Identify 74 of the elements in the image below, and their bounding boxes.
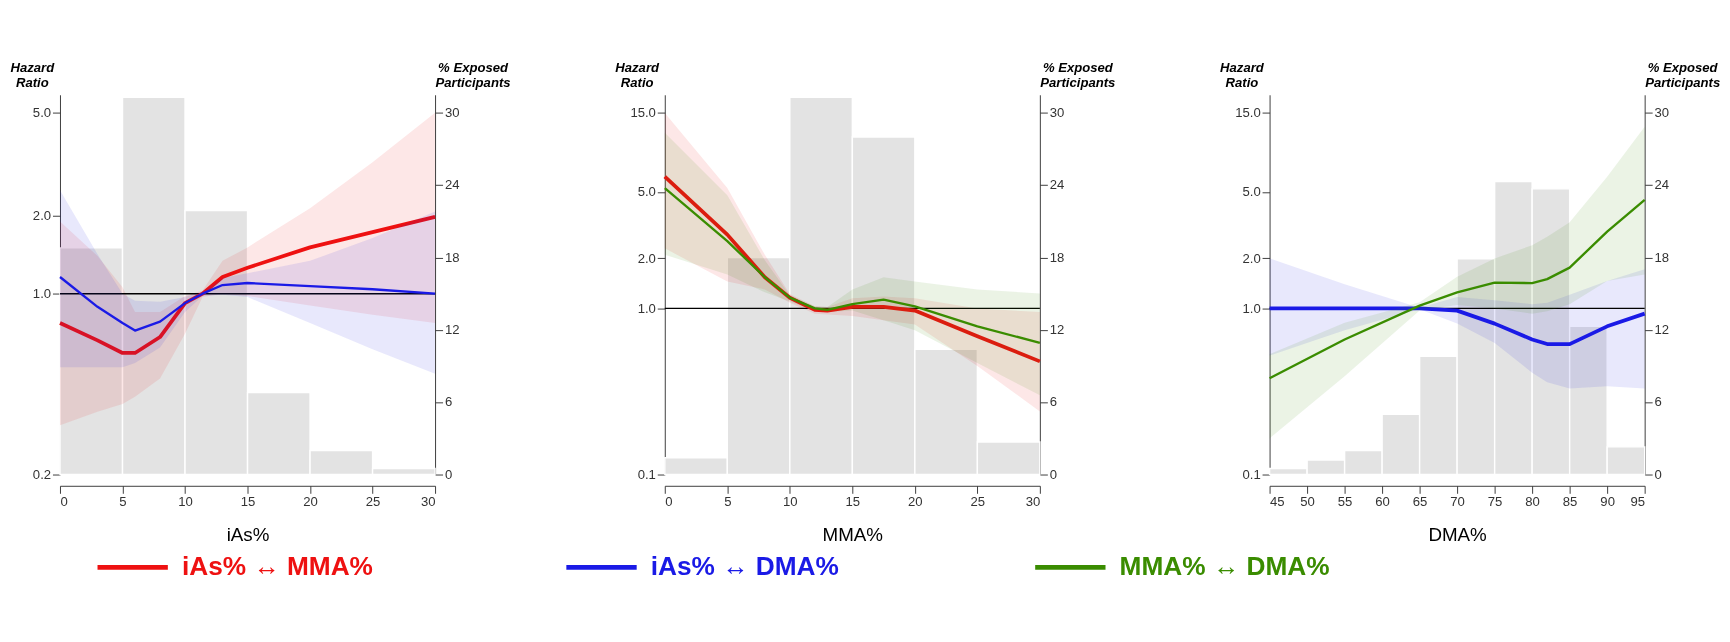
y2-tick-label: 24: [444, 177, 460, 193]
y2-tick-label: 30: [1654, 105, 1670, 121]
legend-label: iAs% ↔ DMA%: [650, 550, 839, 581]
x-tick-label: 65: [1412, 493, 1428, 509]
x-tick-label: 10: [178, 493, 193, 509]
y-axis-title: Hazard Ratio: [1220, 59, 1265, 90]
legend-label: MMA% ↔ DMA%: [1119, 550, 1330, 581]
y2-tick-label: 24: [1654, 177, 1670, 193]
y-tick-label: 5.0: [637, 184, 656, 200]
line-series: [1267, 306, 1647, 346]
x-tick-label: 20: [303, 493, 318, 509]
y-tick-label: 0.2: [32, 466, 52, 482]
y2-tick-label: 0: [1049, 466, 1058, 482]
x-axis-title: DMA%: [1428, 523, 1487, 545]
y-tick-label: 1.0: [637, 300, 656, 316]
x-tick-label: 85: [1562, 493, 1578, 509]
x-tick-label: 30: [420, 493, 436, 509]
x-tick-label: 45: [1270, 493, 1285, 509]
x-tick-label: 95: [1630, 493, 1646, 509]
x-tick-label: 70: [1450, 493, 1465, 509]
line-series: [1268, 198, 1646, 380]
y2-tick-label: 12: [1654, 322, 1670, 338]
x-tick-label: 0: [60, 493, 68, 509]
y-axis-title: Hazard Ratio: [10, 59, 56, 90]
line-series: [58, 275, 437, 332]
x-tick-label: 30: [1025, 493, 1041, 509]
x-tick-label: 25: [365, 493, 381, 509]
y2-tick-label: 6: [444, 394, 453, 410]
x-tick-label: 15: [845, 493, 861, 509]
y2-tick-label: 12: [1049, 322, 1065, 338]
x-tick-label: 50: [1300, 493, 1315, 509]
x-tick-label: 20: [908, 493, 923, 509]
x-axis-title: iAs%: [226, 523, 270, 545]
x-tick-label: 80: [1525, 493, 1540, 509]
x-axis-title: MMA%: [822, 523, 884, 545]
x-tick-label: 5: [724, 493, 732, 509]
y2-axis-title: % Exposed Participants: [435, 59, 511, 90]
y-tick-label: 5.0: [32, 105, 52, 121]
y2-tick-label: 30: [1049, 105, 1065, 121]
y-tick-label: 1.0: [1242, 300, 1261, 316]
x-tick-label: 5: [119, 493, 127, 509]
x-tick-label: 60: [1375, 493, 1390, 509]
y2-axis-title: % Exposed Participants: [1645, 59, 1721, 90]
y-tick-label: 1.0: [32, 285, 52, 301]
y-tick-label: 2.0: [1242, 250, 1261, 266]
y-tick-label: 0.1: [1242, 466, 1261, 482]
x-tick-label: 10: [783, 493, 798, 509]
y2-tick-label: 18: [1049, 249, 1065, 265]
y2-tick-label: 6: [1049, 394, 1058, 410]
y2-tick-label: 30: [444, 105, 460, 121]
y-tick-label: 5.0: [1242, 184, 1261, 200]
y2-tick-label: 18: [1654, 249, 1670, 265]
y2-axis-title: % Exposed Participants: [1040, 59, 1116, 90]
line-series: [58, 215, 437, 355]
x-tick-label: 55: [1337, 493, 1353, 509]
x-tick-label: 25: [970, 493, 986, 509]
y2-tick-label: 0: [1654, 466, 1662, 482]
line-series: [663, 186, 1042, 345]
y2-tick-label: 6: [1654, 394, 1662, 410]
y2-tick-label: 24: [1049, 177, 1065, 193]
x-tick-label: 90: [1600, 493, 1615, 509]
y2-tick-label: 0: [444, 466, 453, 482]
y-axis-title: Hazard Ratio: [615, 59, 660, 90]
y2-tick-label: 18: [444, 249, 460, 265]
y-tick-label: 2.0: [637, 250, 656, 266]
y-tick-label: 15.0: [630, 105, 656, 121]
x-tick-label: 0: [665, 493, 673, 509]
x-tick-label: 75: [1487, 493, 1503, 509]
y-tick-label: 2.0: [32, 208, 52, 224]
y-tick-label: 0.1: [637, 466, 656, 482]
y2-tick-label: 12: [444, 322, 460, 338]
x-tick-label: 15: [240, 493, 256, 509]
legend-label: iAs% ↔ MMA%: [181, 550, 373, 581]
y-tick-label: 15.0: [1235, 105, 1261, 121]
